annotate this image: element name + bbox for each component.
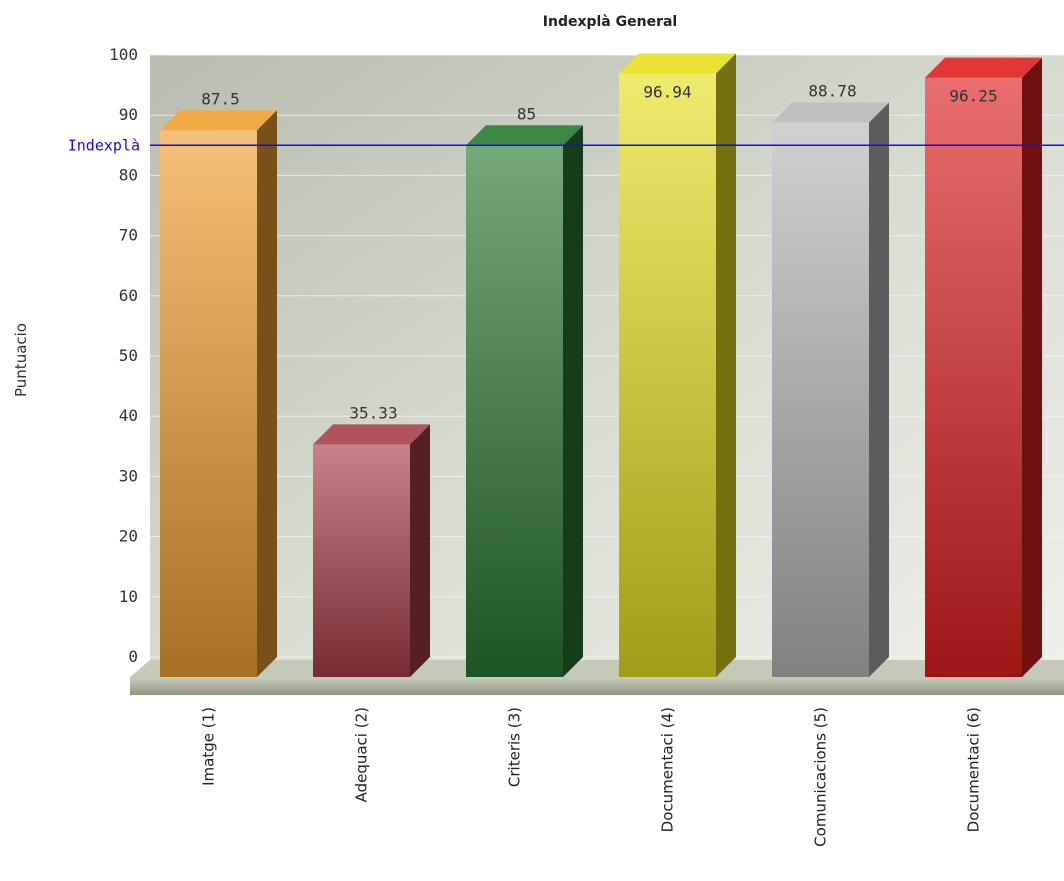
y-axis: 0 10 20 30 40 50 60 70 80 90 100 (109, 45, 138, 666)
y-tick-label: 30 (119, 466, 138, 485)
bar-4: 96.94 (619, 53, 736, 677)
bar-top (313, 424, 430, 445)
reference-line-label: Indexplà (68, 136, 140, 154)
bar-side (410, 424, 430, 677)
y-tick-label: 70 (119, 226, 138, 245)
bars: 87.5 35.33 85 96.94 88.78 96.25 (160, 53, 1042, 678)
reference-layer: Indexplà (68, 136, 1064, 154)
chart-floor-front (130, 677, 1064, 695)
data-label: 88.78 (808, 82, 856, 101)
bar-6: 96.25 (925, 57, 1042, 677)
bar-front (313, 444, 410, 677)
bar-front (466, 145, 563, 678)
bar-front (925, 77, 1022, 677)
bar-top (925, 57, 1042, 78)
bar-front (160, 130, 257, 677)
bar-side (716, 53, 736, 677)
bar-top (160, 110, 277, 131)
bar-top (466, 125, 583, 146)
data-label: 87.5 (201, 89, 240, 108)
plot-background (150, 55, 1064, 665)
y-tick-label: 60 (119, 286, 138, 305)
x-tick-label: Adequaci (2) (353, 707, 371, 802)
bar-top (619, 53, 736, 74)
x-tick-label: Documentaci (6) (965, 707, 983, 832)
x-axis: Imatge (1) Adequaci (2) Criteris (3) Docume… (200, 707, 983, 847)
y-tick-label: 0 (128, 647, 138, 666)
bar-front (619, 73, 716, 677)
y-axis-label: Puntuacio (12, 323, 30, 397)
bar-side (257, 110, 277, 677)
data-label: 35.33 (349, 403, 397, 422)
bar-side (563, 125, 583, 678)
chart-title: Indexplà General (543, 14, 677, 30)
y-tick-label: 90 (119, 105, 138, 124)
y-tick-label: 80 (119, 165, 138, 184)
x-tick-label: Comunicacions (5) (812, 707, 830, 847)
y-tick-label: 40 (119, 406, 138, 425)
bar-5: 88.78 (772, 82, 889, 677)
y-tick-label: 20 (119, 527, 138, 546)
bar-front (772, 122, 869, 677)
grid-lines (150, 54, 1064, 658)
bar-1: 87.5 (160, 89, 277, 677)
y-tick-label: 50 (119, 346, 138, 365)
data-label: 85 (517, 104, 536, 123)
bar-top (772, 102, 889, 123)
bar-3: 85 (466, 104, 583, 678)
data-label: 96.94 (643, 82, 691, 101)
bar-side (1022, 57, 1042, 677)
x-tick-label: Imatge (1) (200, 707, 218, 786)
bar-side (869, 102, 889, 677)
x-tick-label: Criteris (3) (506, 707, 524, 787)
y-tick-label: 10 (119, 587, 138, 606)
x-tick-label: Documentaci (4) (659, 707, 677, 832)
y-tick-label: 100 (109, 45, 138, 64)
data-label: 96.25 (949, 87, 997, 106)
bar-2: 35.33 (313, 403, 430, 677)
